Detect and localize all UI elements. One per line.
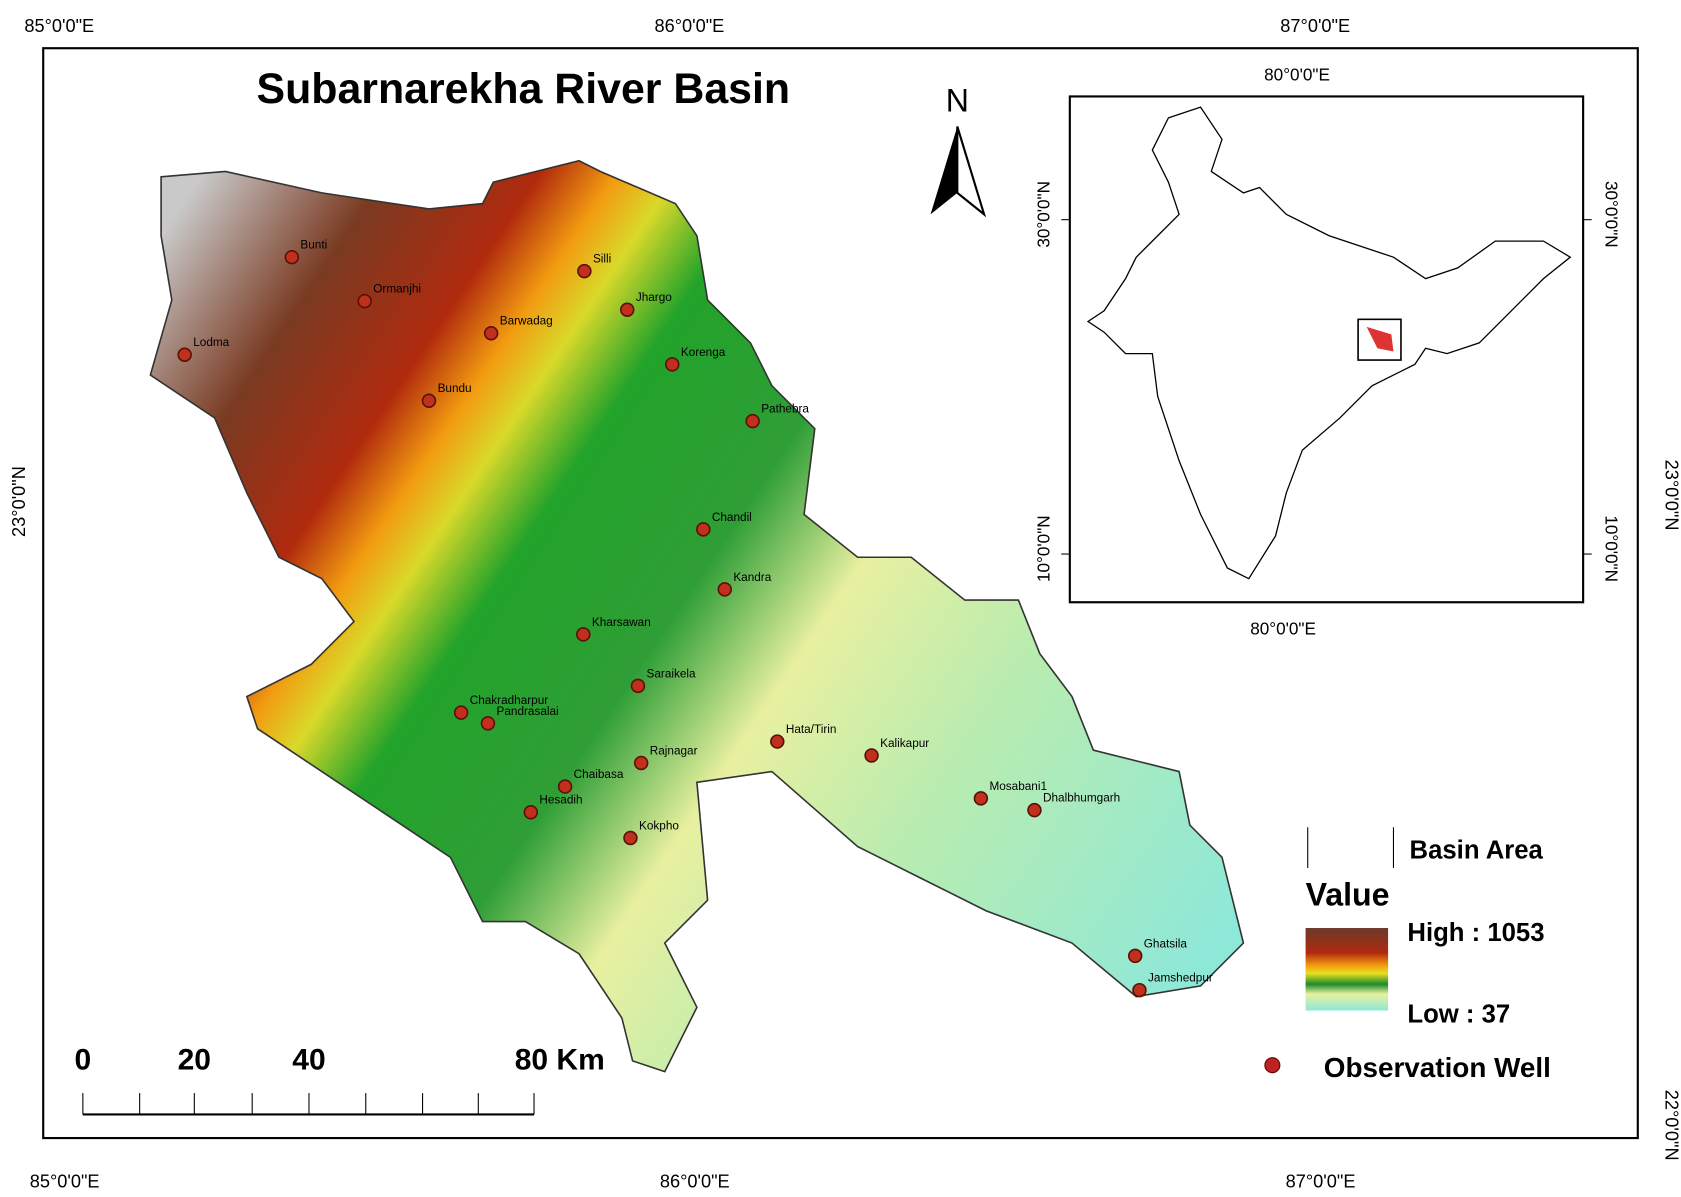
- observation-well: [483, 326, 499, 341]
- graticule-label: 86°0'0"E: [660, 1171, 730, 1191]
- well-label: Pathebra: [761, 403, 809, 416]
- observation-well: [284, 249, 300, 265]
- well-label: Saraikela: [647, 667, 697, 680]
- well-label: Ghatsila: [1144, 937, 1188, 950]
- observation-well: [620, 302, 635, 317]
- well-label: Ormanjhi: [373, 283, 421, 296]
- observation-well: [665, 357, 680, 372]
- graticule-label: 23°0'0"N: [9, 466, 29, 537]
- observation-well: [1127, 948, 1143, 964]
- graticule-label: 86°0'0"E: [654, 16, 724, 36]
- well-label: Barwadag: [500, 315, 553, 328]
- observation-well: [623, 830, 638, 846]
- well-label: Pandrasalai: [497, 705, 559, 718]
- observation-well: [421, 393, 437, 409]
- well-label: Silli: [593, 253, 611, 266]
- well-label: Kharsawan: [592, 616, 651, 629]
- legend-basin-symbol: [1307, 827, 1394, 869]
- graticule-label: 87°0'0"E: [1286, 1171, 1356, 1191]
- legend-well: Observation Well: [1324, 1052, 1551, 1083]
- observation-well: [696, 522, 711, 537]
- well-label: Kalikapur: [880, 737, 929, 750]
- inset-basin-box: [1357, 318, 1402, 361]
- well-label: Chaibasa: [574, 768, 624, 781]
- north-arrow: [930, 126, 987, 218]
- graticule-label: 22°0'0"N: [1662, 1090, 1681, 1161]
- legend-basin: Basin Area: [1410, 836, 1544, 864]
- legend-low: Low : 37: [1407, 1000, 1510, 1028]
- graticule-label: 87°0'0"E: [1280, 16, 1350, 36]
- inset-label: 30°0'0"N: [1602, 181, 1622, 248]
- legend-title: Value: [1306, 877, 1390, 913]
- observation-well: [770, 734, 785, 749]
- inset-label: 10°0'0"N: [1033, 515, 1053, 582]
- inset-label: 80°0'0"E: [1250, 618, 1316, 638]
- scale-label: 80 Km: [515, 1043, 605, 1076]
- observation-well: [1027, 802, 1042, 818]
- graticule-label: 85°0'0"E: [24, 16, 94, 36]
- well-label: Korenga: [681, 346, 726, 359]
- india-outline: [1086, 106, 1572, 580]
- north-label: N: [946, 82, 969, 118]
- observation-well: [357, 293, 372, 309]
- scale-bar: [82, 1093, 535, 1116]
- observation-well: [577, 263, 592, 279]
- observation-well: [1132, 982, 1147, 998]
- well-label: Jamshedpur: [1148, 972, 1213, 985]
- observation-well: [177, 347, 192, 362]
- observation-well: [864, 748, 879, 763]
- well-label: Hata/Tirin: [786, 723, 837, 736]
- observation-well: [973, 791, 989, 806]
- well-label: Rajnagar: [650, 744, 698, 757]
- legend-gradient: [1305, 928, 1389, 1011]
- well-label: Jhargo: [636, 291, 672, 304]
- observation-well: [745, 413, 760, 429]
- well-label: Mosabani1: [989, 780, 1047, 793]
- well-label: Kandra: [733, 571, 771, 584]
- inset-label: 80°0'0"E: [1264, 64, 1330, 84]
- well-label: Bundu: [438, 382, 472, 395]
- well-label: Chandil: [712, 511, 752, 524]
- observation-well: [557, 779, 573, 794]
- inset-label: 10°0'0"N: [1602, 515, 1622, 582]
- observation-well: [453, 705, 469, 720]
- legend-high: High : 1053: [1407, 919, 1544, 947]
- inset-basin: [1366, 326, 1394, 352]
- legend-well-symbol: [1264, 1057, 1281, 1074]
- scale-label: 40: [292, 1043, 325, 1076]
- observation-well: [717, 582, 732, 597]
- scale-label: 0: [75, 1043, 92, 1076]
- graticule-label: 85°0'0"E: [30, 1171, 100, 1191]
- well-label: Dhalbhumgarh: [1043, 792, 1120, 805]
- well-label: Kokpho: [639, 819, 679, 832]
- title: Subarnarekha River Basin: [257, 65, 791, 113]
- well-label: Chakradharpur: [470, 694, 549, 707]
- observation-well: [480, 716, 496, 731]
- graticule-label: 23°0'0"N: [1662, 460, 1681, 531]
- observation-well: [630, 678, 646, 694]
- observation-well: [576, 627, 591, 642]
- basin: [149, 159, 1245, 1073]
- inset-frame: [1068, 95, 1585, 604]
- observation-well: [633, 755, 649, 771]
- well-label: Lodma: [193, 336, 229, 349]
- inset-label: 30°0'0"N: [1033, 181, 1053, 248]
- observation-well: [523, 805, 539, 820]
- well-label: Bunti: [300, 239, 327, 252]
- scale-label: 20: [178, 1043, 211, 1076]
- well-label: Hesadih: [539, 794, 582, 807]
